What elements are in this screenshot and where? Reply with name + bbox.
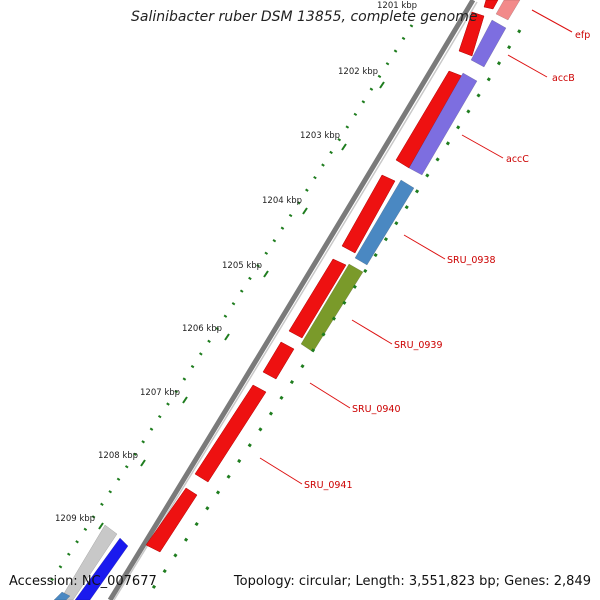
tick-1202	[379, 81, 385, 89]
tick-label: 1205 kbp	[222, 261, 262, 271]
cds-forward[interactable]	[288, 258, 347, 339]
cds-forward[interactable]	[262, 341, 295, 380]
tick-label: 1208 kbp	[98, 451, 138, 461]
gene-label-accC: accC	[506, 154, 529, 165]
leader-SRU_0941	[259, 457, 303, 485]
tick-label: 1202 kbp	[338, 67, 378, 77]
cds-forward[interactable]	[458, 11, 485, 57]
cds-efp[interactable]	[495, 0, 521, 21]
gene-label-accB: accB	[552, 73, 575, 84]
leader-accB	[507, 54, 548, 78]
cds-forward[interactable]	[145, 487, 198, 553]
leader-SRU_0940	[309, 382, 351, 409]
tick-label: 1203 kbp	[300, 131, 340, 141]
tick-label: 1209 kbp	[55, 514, 95, 524]
tick-1204	[302, 207, 308, 215]
gene-label-SRU_0938: SRU_0938	[447, 255, 496, 266]
leader-SRU_0939	[351, 319, 393, 345]
genome-backbone	[107, 0, 476, 600]
map-title: Salinibacter ruber DSM 13855, complete g…	[131, 9, 478, 25]
cds-accB[interactable]	[470, 19, 507, 68]
feature-grey[interactable]	[59, 524, 118, 600]
gc-content-ring	[43, 24, 414, 591]
feature-steelblue[interactable]	[53, 591, 71, 600]
feature-blue[interactable]	[74, 537, 129, 600]
gene-label-SRU_0941: SRU_0941	[304, 480, 353, 491]
topology-label: Topology: circular; Length: 3,551,823 bp…	[233, 574, 591, 589]
tick-label: 1207 kbp	[140, 388, 180, 398]
gene-label-SRU_0939: SRU_0939	[394, 340, 443, 351]
tick-label: 1206 kbp	[182, 324, 222, 334]
gene-label-efp: efp	[575, 30, 590, 41]
tick-1203	[341, 143, 347, 151]
tick-1207	[182, 396, 188, 404]
accession-label: Accession: NC_007677	[9, 574, 157, 589]
leader-accC	[461, 134, 504, 159]
tick-1205	[263, 270, 269, 278]
cds-accC[interactable]	[408, 72, 478, 176]
cds-forward[interactable]	[483, 0, 499, 10]
cds-forward[interactable]	[194, 384, 267, 483]
tick-1206	[224, 333, 230, 341]
leader-efp	[531, 9, 573, 33]
tick-label: 1204 kbp	[262, 196, 302, 206]
gene-label-SRU_0940: SRU_0940	[352, 404, 401, 415]
cds-forward[interactable]	[341, 174, 396, 254]
tick-1209	[98, 522, 104, 530]
tick-marks	[98, 81, 385, 530]
tick-1208	[140, 459, 146, 467]
backbone-shadow	[113, 1, 478, 600]
leader-SRU_0938	[403, 234, 446, 260]
cds-SRU_0938[interactable]	[354, 179, 415, 266]
tick-label: 1201 kbp	[377, 1, 417, 11]
